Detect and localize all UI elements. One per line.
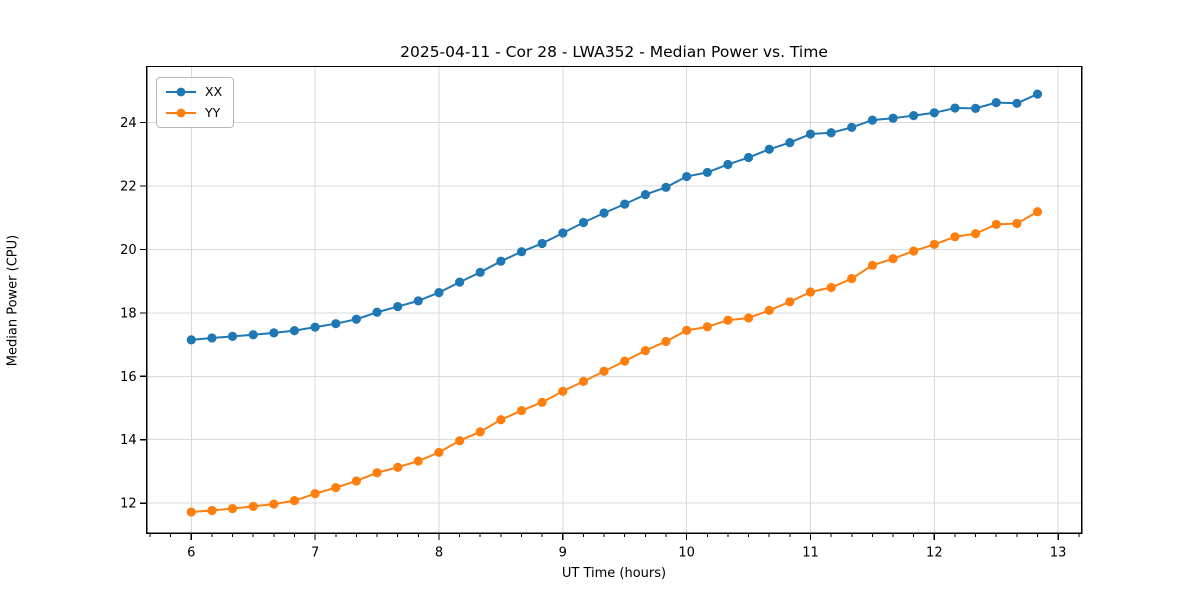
- svg-text:24: 24: [120, 116, 137, 131]
- x-axis-label: UT Time (hours): [561, 566, 667, 581]
- svg-text:7: 7: [311, 545, 319, 560]
- svg-text:20: 20: [120, 243, 137, 258]
- svg-text:10: 10: [678, 545, 695, 560]
- svg-text:14: 14: [120, 433, 137, 448]
- legend-label-xx: XX: [205, 84, 223, 99]
- chart-title: 2025-04-11 - Cor 28 - LWA352 - Median Po…: [400, 43, 828, 61]
- legend-line-marker-yy-icon: [166, 108, 196, 118]
- legend-item-xx: XX: [165, 83, 222, 101]
- svg-text:11: 11: [802, 545, 819, 560]
- svg-text:9: 9: [559, 545, 567, 560]
- svg-text:22: 22: [120, 180, 137, 195]
- legend-label-yy: YY: [205, 105, 221, 120]
- svg-text:12: 12: [926, 545, 943, 560]
- svg-text:18: 18: [120, 306, 137, 321]
- svg-text:16: 16: [120, 370, 137, 385]
- legend: XX YY: [156, 77, 235, 128]
- svg-text:6: 6: [187, 545, 195, 560]
- svg-text:12: 12: [120, 497, 137, 512]
- svg-text:8: 8: [435, 545, 443, 560]
- svg-text:13: 13: [1050, 545, 1067, 560]
- legend-line-marker-xx-icon: [166, 87, 196, 97]
- legend-item-yy: YY: [165, 104, 222, 122]
